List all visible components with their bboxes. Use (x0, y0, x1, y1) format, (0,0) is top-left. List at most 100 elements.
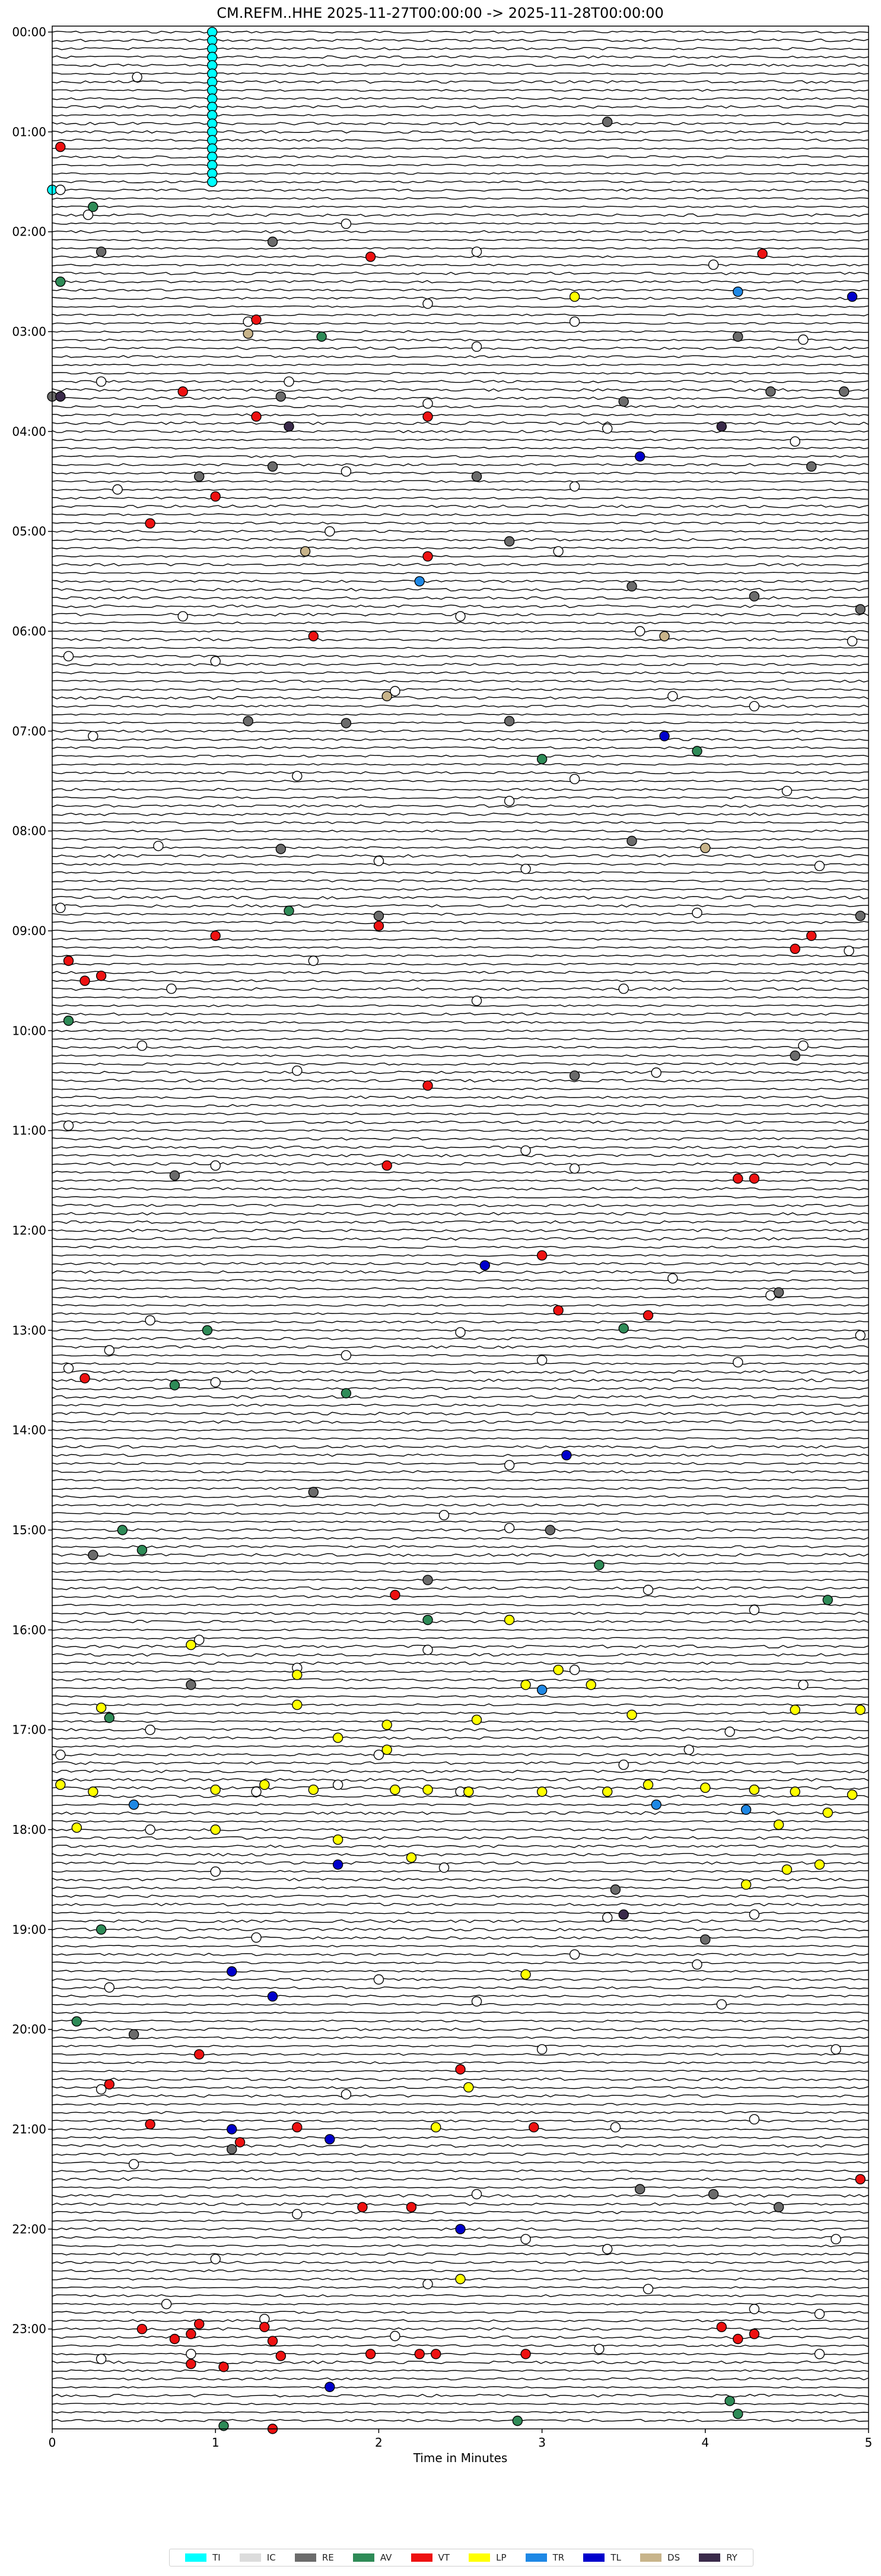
legend-swatch (411, 2553, 432, 2562)
trace-row (52, 1753, 869, 1757)
event-marker-re (838, 386, 850, 397)
event-marker-av (55, 276, 66, 287)
trace-row (52, 846, 869, 850)
event-marker-ic (438, 1862, 450, 1873)
trace-row (52, 1645, 869, 1649)
trace-row (52, 1211, 869, 1216)
event-marker-lp (536, 1786, 548, 1797)
trace-row (52, 1220, 869, 1224)
trace-row (52, 30, 869, 34)
y-tick-label: 15:00 (12, 1523, 46, 1537)
x-tick-label: 0 (49, 2435, 56, 2450)
trace-row (52, 2260, 869, 2265)
trace-row (52, 854, 869, 858)
trace-row (52, 2327, 869, 2331)
y-axis-ticks: 00:00 01:00 02:00 03:00 04:00 05:00 06:00 07:00… (12, 25, 52, 2336)
trace-row (52, 1404, 869, 1407)
event-marker-vt (63, 955, 74, 966)
trace-row (52, 530, 869, 533)
trace-row (52, 1678, 869, 1682)
trace-row (52, 2286, 869, 2289)
trace-row (52, 1162, 869, 1166)
trace-row (52, 2003, 869, 2006)
event-marker-tl (227, 1966, 237, 1977)
event-marker-ic (210, 656, 221, 667)
trace-row (52, 1811, 869, 1815)
trace-row (52, 638, 869, 641)
trace-row (52, 39, 869, 42)
trace-row (52, 1512, 869, 1515)
trace-row (52, 172, 869, 175)
trace-row (52, 1354, 869, 1357)
event-marker-re (749, 591, 760, 602)
trace-row (52, 155, 869, 159)
event-marker-ic (292, 1065, 303, 1076)
event-marker-av (104, 1712, 115, 1723)
event-marker-ic (749, 1604, 760, 1615)
trace-row (52, 72, 869, 75)
trace-row (52, 604, 869, 608)
trace-row (52, 1103, 869, 1108)
event-marker-ic (536, 1355, 548, 1366)
trace-row (52, 1919, 869, 1923)
trace-row (52, 2410, 869, 2413)
event-marker-vt (145, 518, 155, 529)
event-marker-ic (292, 771, 303, 781)
trace-row (52, 1687, 869, 1690)
event-marker-tl (479, 1260, 490, 1271)
trace-row (52, 2352, 869, 2355)
trace-row (52, 629, 869, 633)
event-marker-ic (569, 1949, 580, 1960)
trace-row (52, 2011, 869, 2014)
trace-row (52, 829, 869, 833)
chart-title: CM.REFM..HHE 2025-11-27T00:00:00 -> 2025… (217, 5, 663, 21)
event-marker-re (773, 2202, 784, 2213)
event-marker-re (267, 236, 278, 247)
event-marker-vt (536, 1250, 548, 1261)
trace-row (52, 1429, 869, 1432)
trace-row (52, 55, 869, 59)
event-marker-lp (292, 1669, 303, 1680)
event-marker-ic (186, 2349, 196, 2359)
trace-row (52, 1720, 869, 1723)
trace-row (52, 1869, 869, 1873)
event-marker-lp (390, 1784, 400, 1795)
event-marker-tl (267, 1991, 278, 2002)
y-tick-label: 14:00 (12, 1423, 46, 1438)
event-marker-ic (471, 2189, 482, 2200)
trace-row (52, 1245, 869, 1249)
event-marker-vt (373, 920, 384, 931)
trace-row (52, 1254, 869, 1257)
event-marker-ic (749, 2114, 760, 2125)
event-marker-ic (520, 2234, 531, 2244)
trace-row (52, 280, 869, 284)
event-marker-lp (381, 1719, 392, 1731)
trace-row (52, 1020, 869, 1024)
legend-label: TI (212, 2552, 221, 2563)
event-marker-vt (855, 2174, 866, 2184)
event-marker-lp (210, 1784, 221, 1795)
y-tick-label: 13:00 (12, 1323, 46, 1337)
event-marker-lp (520, 1969, 531, 1980)
event-marker-lp (740, 1879, 752, 1890)
trace-row (52, 1570, 869, 1573)
trace-row (52, 937, 869, 941)
y-tick-label: 05:00 (12, 524, 46, 539)
event-marker-vt (210, 491, 221, 502)
trace-row (52, 463, 869, 467)
trace-row (52, 679, 869, 683)
event-marker-re (504, 536, 515, 547)
event-marker-re (422, 1575, 433, 1585)
trace-row (52, 1112, 869, 1116)
event-marker-re (790, 1050, 800, 1061)
trace-row (52, 2044, 869, 2047)
event-marker-ic (569, 1664, 580, 1675)
trace-row (52, 1853, 869, 1856)
event-marker-lp (643, 1779, 654, 1791)
trace-row (52, 1129, 869, 1132)
trace-row (52, 1970, 869, 1973)
trace-row (52, 2393, 869, 2397)
event-marker-ic (341, 2089, 352, 2100)
trace-row (52, 471, 869, 475)
trace-row (52, 330, 869, 333)
